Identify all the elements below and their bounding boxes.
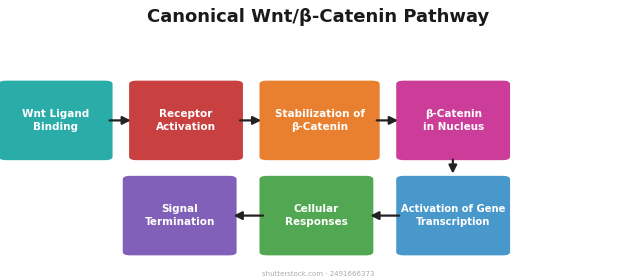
FancyBboxPatch shape (123, 176, 237, 255)
FancyBboxPatch shape (396, 176, 510, 255)
FancyBboxPatch shape (0, 81, 113, 160)
Text: Stabilization of
β-Catenin: Stabilization of β-Catenin (275, 109, 364, 132)
FancyBboxPatch shape (129, 81, 243, 160)
FancyBboxPatch shape (396, 81, 510, 160)
Text: Receptor
Activation: Receptor Activation (156, 109, 216, 132)
Text: Wnt Ligand
Binding: Wnt Ligand Binding (22, 109, 89, 132)
Text: Canonical Wnt/β-Catenin Pathway: Canonical Wnt/β-Catenin Pathway (147, 8, 489, 26)
FancyBboxPatch shape (259, 176, 373, 255)
Text: shutterstock.com · 2491666373: shutterstock.com · 2491666373 (262, 271, 374, 277)
Text: Activation of Gene
Transcription: Activation of Gene Transcription (401, 204, 506, 227)
FancyBboxPatch shape (259, 81, 380, 160)
Text: Signal
Termination: Signal Termination (144, 204, 215, 227)
Text: Cellular
Responses: Cellular Responses (285, 204, 348, 227)
Text: β-Catenin
in Nucleus: β-Catenin in Nucleus (422, 109, 484, 132)
